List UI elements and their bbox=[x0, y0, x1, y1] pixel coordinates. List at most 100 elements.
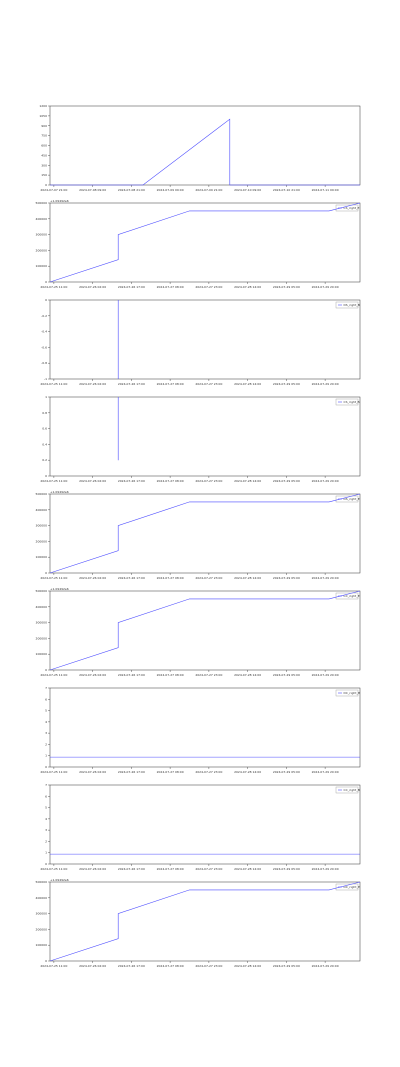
chart-panel-3: -1 -0.8 -0.6 -0.4 -0.2 0 2024-07-25 11:00 2024-… bbox=[40, 298, 361, 386]
y-tick-label: 100000 bbox=[36, 555, 48, 559]
y-tick-label: 0 bbox=[45, 765, 47, 769]
x-tick-label: 2024-07-25 11:00 bbox=[40, 867, 67, 871]
x-tick-label: 2024-07-26 17:00 bbox=[118, 770, 145, 774]
x-tick-label: 2024-07-26 02:00 bbox=[79, 382, 106, 386]
x-tick-label: 2024-07-27 08:00 bbox=[157, 770, 184, 774]
chart-panel-1: 0 150 300 450 600 750 900 1050 1200 2024-07-07 21… bbox=[39, 104, 361, 192]
legend-label: DS_right_B bbox=[344, 303, 360, 307]
y-tick-label: 1050 bbox=[39, 114, 47, 118]
y-offset-label: +1.09492e6 bbox=[50, 200, 69, 203]
x-tick-label: 2024-07-27 08:00 bbox=[157, 285, 184, 289]
series-line bbox=[49, 590, 361, 671]
y-tick-label: 100000 bbox=[36, 652, 48, 656]
x-tick-label: 2024-07-27 23:00 bbox=[195, 964, 222, 968]
y-tick-label: 1200 bbox=[39, 104, 47, 108]
y-tick-label: 0.8 bbox=[42, 411, 47, 415]
y-tick-label: -1 bbox=[44, 377, 47, 381]
chart-panel-9: 0 100000 200000 300000 400000 500000 2024-07-2… bbox=[36, 879, 361, 968]
y-tick-label: 0 bbox=[45, 571, 47, 575]
x-tick-label: 2024-07-25 11:00 bbox=[40, 382, 67, 386]
y-tick-label: 300000 bbox=[36, 912, 48, 916]
y-tick-label: -0.4 bbox=[41, 330, 47, 334]
plot-frame bbox=[49, 881, 361, 962]
y-tick-label: -0.8 bbox=[41, 361, 47, 365]
y-tick-label: 0 bbox=[45, 298, 47, 302]
y-tick-label: 400000 bbox=[36, 605, 48, 609]
y-tick-label: 3 bbox=[45, 731, 47, 735]
legend-box bbox=[335, 883, 359, 891]
y-tick-label: 0.2 bbox=[42, 458, 47, 462]
chart-panel-5: 0 100000 200000 300000 400000 500000 2024-07-2… bbox=[36, 491, 361, 580]
x-tick-label: 2024-07-27 08:00 bbox=[157, 479, 184, 483]
y-tick-label: 0 bbox=[45, 668, 47, 672]
x-tick-label: 2024-07-29 20:00 bbox=[312, 867, 339, 871]
x-tick-label: 2024-07-26 02:00 bbox=[79, 964, 106, 968]
x-tick-label: 2024-07-10 21:00 bbox=[273, 188, 300, 192]
x-tick-label: 2024-07-27 23:00 bbox=[195, 867, 222, 871]
x-tick-label: 2024-07-29 20:00 bbox=[312, 285, 339, 289]
x-tick-label: 2024-07-11 09:00 bbox=[312, 188, 339, 192]
y-tick-label: 4 bbox=[45, 720, 47, 724]
x-tick-label: 2024-07-29 05:00 bbox=[273, 479, 300, 483]
x-tick-label: 2024-07-27 23:00 bbox=[195, 479, 222, 483]
y-tick-label: 1 bbox=[45, 754, 47, 758]
x-tick-label: 2024-07-26 02:00 bbox=[79, 867, 106, 871]
y-tick-label: 0.6 bbox=[42, 427, 47, 431]
x-tick-label: 2024-07-26 02:00 bbox=[79, 770, 106, 774]
series-line bbox=[49, 493, 361, 574]
x-tick-label: 2024-07-26 17:00 bbox=[118, 867, 145, 871]
x-tick-label: 2024-07-28 14:00 bbox=[234, 964, 261, 968]
plot-frame bbox=[49, 105, 361, 186]
x-tick-label: 2024-07-10 09:00 bbox=[234, 188, 261, 192]
y-tick-label: 1 bbox=[45, 395, 47, 399]
x-tick-label: 2024-07-26 17:00 bbox=[118, 576, 145, 580]
x-tick-label: 2024-07-28 14:00 bbox=[234, 770, 261, 774]
plot-frame bbox=[49, 493, 361, 574]
x-tick-label: 2024-07-29 05:00 bbox=[273, 576, 300, 580]
chart-panel-6: 0 100000 200000 300000 400000 500000 2024-07-2… bbox=[36, 588, 361, 677]
x-tick-label: 2024-07-27 08:00 bbox=[157, 576, 184, 580]
legend-box bbox=[335, 495, 359, 503]
x-tick-label: 2024-07-27 23:00 bbox=[195, 770, 222, 774]
chart-panel-4: 0 0.2 0.4 0.6 0.8 1 2024-07-25 11:00 2024-07-26… bbox=[40, 395, 361, 483]
legend-box bbox=[335, 301, 359, 309]
x-tick-label: 2024-07-25 11:00 bbox=[40, 964, 67, 968]
x-tick-label: 2024-07-29 05:00 bbox=[273, 770, 300, 774]
y-tick-label: 300000 bbox=[36, 233, 48, 237]
y-tick-label: 300 bbox=[41, 163, 47, 167]
x-tick-label: 2024-07-08 09:00 bbox=[79, 188, 106, 192]
x-tick-label: 2024-07-27 08:00 bbox=[157, 382, 184, 386]
y-tick-label: 600 bbox=[41, 144, 47, 148]
y-tick-label: 500000 bbox=[36, 880, 48, 884]
y-tick-label: 4 bbox=[45, 817, 47, 821]
y-offset-label: +1.09492e6 bbox=[50, 879, 69, 882]
x-tick-label: 2024-07-29 05:00 bbox=[273, 285, 300, 289]
plot-frame bbox=[49, 396, 361, 477]
y-tick-label: 2 bbox=[45, 742, 47, 746]
x-tick-label: 2024-07-28 14:00 bbox=[234, 673, 261, 677]
y-tick-label: 400000 bbox=[36, 508, 48, 512]
x-tick-label: 2024-07-07 21:00 bbox=[40, 188, 67, 192]
y-tick-label: 400000 bbox=[36, 896, 48, 900]
y-tick-label: 100000 bbox=[36, 943, 48, 947]
x-tick-label: 2024-07-25 11:00 bbox=[40, 479, 67, 483]
y-tick-label: 500000 bbox=[36, 589, 48, 593]
x-tick-label: 2024-07-29 05:00 bbox=[273, 673, 300, 677]
x-tick-label: 2024-07-29 05:00 bbox=[273, 382, 300, 386]
legend-label: CS_right_E bbox=[344, 206, 360, 210]
x-tick-label: 2024-07-29 20:00 bbox=[312, 770, 339, 774]
x-tick-label: 2024-07-27 23:00 bbox=[195, 382, 222, 386]
x-tick-label: 2024-07-28 14:00 bbox=[234, 867, 261, 871]
x-tick-label: 2024-07-26 17:00 bbox=[118, 964, 145, 968]
legend-box bbox=[335, 689, 359, 697]
x-tick-label: 2024-07-27 23:00 bbox=[195, 673, 222, 677]
x-tick-label: 2024-07-09 09:00 bbox=[157, 188, 184, 192]
legend-label: CC_right_E bbox=[344, 594, 360, 598]
y-tick-label: 750 bbox=[41, 134, 47, 138]
y-tick-label: 1 bbox=[45, 851, 47, 855]
y-tick-label: 5 bbox=[45, 709, 47, 713]
x-tick-label: 2024-07-28 14:00 bbox=[234, 576, 261, 580]
y-tick-label: 500000 bbox=[36, 492, 48, 496]
x-tick-label: 2024-07-25 11:00 bbox=[40, 285, 67, 289]
